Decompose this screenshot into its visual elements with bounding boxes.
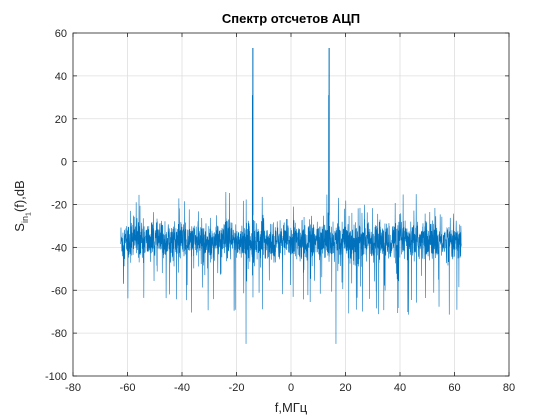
y-tick-label: -20 <box>51 200 67 212</box>
x-tick-label: -40 <box>174 382 190 394</box>
y-tick-label: -60 <box>51 285 67 297</box>
x-axis-label: f,МГц <box>274 400 308 415</box>
y-tick-label: -80 <box>51 328 67 340</box>
x-tick-label: 80 <box>503 382 515 394</box>
x-tick-label: 20 <box>339 382 351 394</box>
chart-title: Спектр отсчетов АЦП <box>221 11 361 26</box>
y-tick-label: 20 <box>55 114 67 126</box>
y-label-tail: (f),dB <box>11 180 27 213</box>
axis-ticks: -80 -60 -40 -20 0 20 40 60 80-100-80-60-40-20020… <box>45 28 515 394</box>
x-tick-label: -20 <box>229 382 245 394</box>
y-label-main: S <box>11 223 27 232</box>
x-tick-label: -80 <box>65 382 81 394</box>
spectrum-line <box>120 48 462 344</box>
y-tick-label: -100 <box>45 371 67 383</box>
x-tick-label: 0 <box>288 382 294 394</box>
x-tick-label: 60 <box>448 382 460 394</box>
y-tick-label: 40 <box>55 71 67 83</box>
y-label-sub1: in <box>19 216 30 224</box>
y-tick-label: 60 <box>55 28 67 40</box>
x-tick-label: -60 <box>120 382 136 394</box>
y-tick-label: -40 <box>51 242 67 254</box>
y-tick-label: 0 <box>61 157 67 169</box>
y-label-sub2: 1 <box>25 212 33 217</box>
grid <box>72 32 510 377</box>
y-axis-label: Sin1(f),dB <box>12 180 32 231</box>
plot-area <box>120 48 462 344</box>
x-tick-label: 40 <box>394 382 406 394</box>
